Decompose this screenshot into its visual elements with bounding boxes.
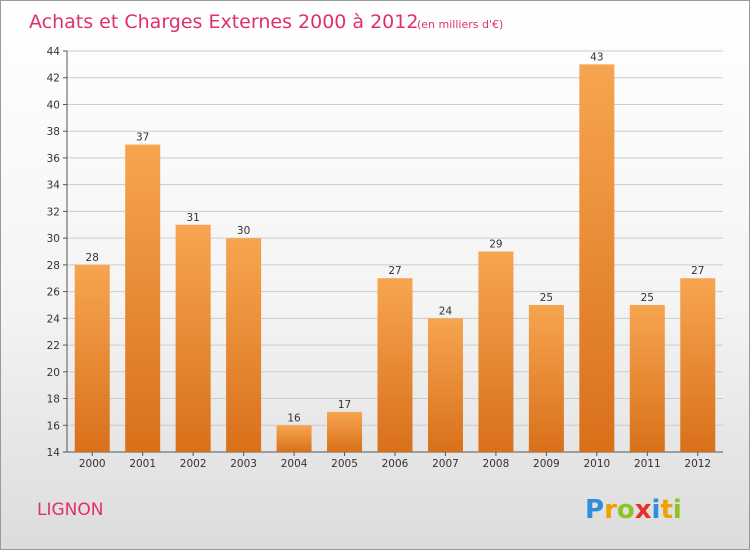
bars: 28 37 31 30 16 17 27 24 29 25 43 25 27	[74, 51, 716, 453]
chart-subtitle: (en milliers d'€)	[417, 18, 503, 31]
bar	[478, 251, 514, 452]
logo-letter: P	[585, 495, 604, 525]
logo-letter: i	[652, 495, 661, 525]
x-tick-label: 2009	[533, 458, 560, 470]
x-tick-label: 2011	[634, 458, 661, 470]
y-tick-label: 28	[47, 260, 60, 272]
y-tick-label: 14	[47, 447, 61, 459]
x-tick-label: 2005	[331, 458, 358, 470]
y-tick-label: 34	[47, 180, 61, 192]
bar	[74, 264, 110, 452]
bar	[226, 238, 262, 452]
place-name: LIGNON	[37, 500, 103, 520]
x-tick-label: 2001	[129, 458, 156, 470]
bar	[125, 144, 161, 453]
y-axis-ticks: 14 16 18 20 22 24 26 28 30 32 34 36 38 40 42 44	[47, 46, 67, 459]
y-tick-label: 44	[47, 46, 61, 58]
bar	[276, 425, 312, 452]
logo-letter: r	[604, 495, 617, 525]
y-tick-label: 26	[47, 287, 61, 299]
bar-value-label: 28	[86, 252, 99, 264]
y-tick-label: 36	[47, 153, 61, 165]
logo-letter: o	[617, 495, 635, 525]
bar	[427, 318, 463, 452]
logo-letter: x	[635, 495, 652, 525]
bar-value-label: 31	[186, 212, 199, 224]
bar-value-label: 29	[489, 239, 502, 251]
y-tick-label: 42	[47, 73, 60, 85]
y-tick-label: 30	[47, 233, 60, 245]
y-tick-label: 20	[47, 367, 60, 379]
x-tick-label: 2002	[180, 458, 207, 470]
y-tick-label: 22	[47, 340, 60, 352]
y-tick-label: 18	[47, 394, 60, 406]
bar-value-label: 16	[287, 412, 301, 424]
bar-value-label: 24	[439, 305, 453, 317]
logo-letter: t	[660, 495, 672, 525]
bar-value-label: 27	[691, 265, 704, 277]
proxiti-logo: Proxiti	[585, 495, 682, 525]
x-tick-label: 2006	[382, 458, 409, 470]
chart-title: Achats et Charges Externes 2000 à 2012	[29, 11, 418, 33]
bar	[629, 304, 665, 452]
x-tick-label: 2012	[684, 458, 711, 470]
bar-value-label: 25	[540, 292, 553, 304]
x-axis-ticks: 2000 2001 2002 2003 2004 2005 2006 2007 2008 2009…	[79, 452, 711, 470]
x-tick-label: 2010	[583, 458, 610, 470]
bar-value-label: 25	[641, 292, 654, 304]
y-tick-label: 32	[47, 206, 60, 218]
bar	[528, 304, 564, 452]
x-tick-label: 2003	[230, 458, 257, 470]
x-tick-label: 2008	[483, 458, 510, 470]
x-tick-label: 2004	[281, 458, 308, 470]
bar-value-label: 37	[136, 132, 149, 144]
y-tick-label: 24	[47, 313, 61, 325]
bar	[579, 64, 615, 452]
y-tick-label: 16	[47, 420, 61, 432]
bar-value-label: 17	[338, 399, 351, 411]
y-tick-label: 38	[47, 126, 60, 138]
y-tick-label: 40	[47, 99, 60, 111]
bar	[377, 278, 413, 452]
bar	[680, 278, 716, 452]
bar-value-label: 43	[590, 51, 603, 63]
x-tick-label: 2000	[79, 458, 106, 470]
x-tick-label: 2007	[432, 458, 459, 470]
logo-letter: i	[673, 495, 682, 525]
bar-value-label: 27	[388, 265, 401, 277]
bar-value-label: 30	[237, 225, 250, 237]
bar	[175, 224, 211, 452]
bar	[327, 411, 363, 452]
